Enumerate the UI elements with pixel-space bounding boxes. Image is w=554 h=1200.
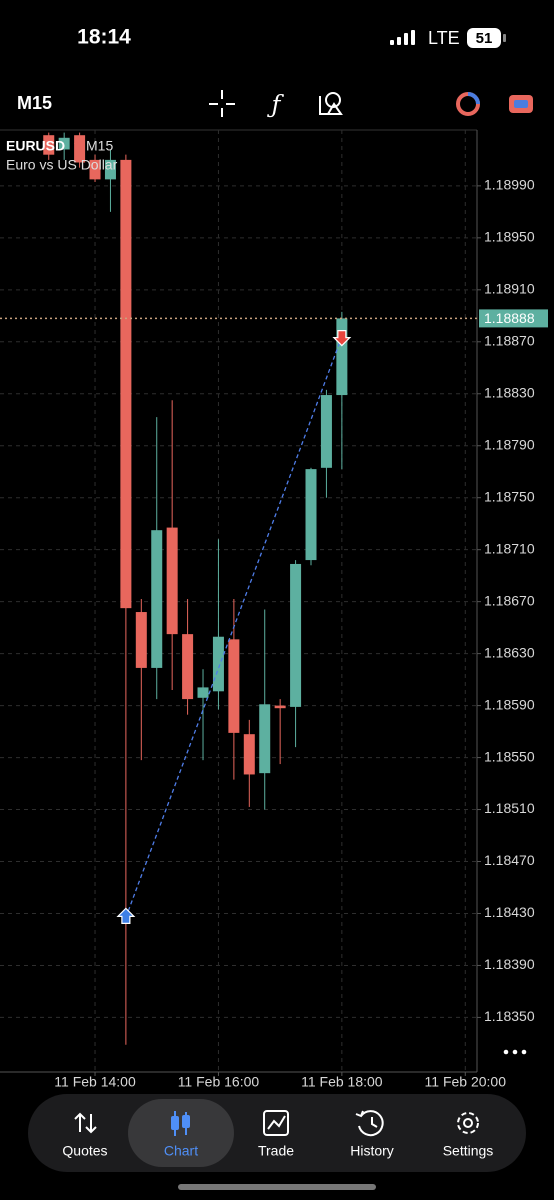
y-tick-label: 1.18870: [484, 332, 535, 348]
symbol-description: Euro vs US Dollar: [6, 157, 118, 173]
symbol-label: EURUSD: [6, 138, 65, 154]
candle-body: [212, 636, 224, 692]
candle-body: [166, 527, 178, 635]
candle-body: [336, 318, 348, 396]
x-tick-label: 11 Feb 16:00: [178, 1074, 260, 1090]
candle-body: [274, 705, 286, 709]
plot: [0, 130, 477, 1072]
y-tick-label: 1.18750: [484, 488, 535, 504]
trade-nav-icon[interactable]: [263, 1110, 289, 1136]
home-indicator: [178, 1184, 376, 1190]
buy-marker: [116, 907, 136, 924]
candle-body: [228, 639, 240, 733]
nav-label[interactable]: Trade: [258, 1143, 294, 1159]
candle-body: [290, 563, 302, 707]
history-icon[interactable]: [355, 1110, 384, 1137]
trade-line: [125, 336, 343, 918]
current-price-label: 1.18888: [484, 310, 535, 326]
battery-tip: [503, 34, 506, 42]
nav-label[interactable]: Settings: [443, 1143, 494, 1159]
candle-body: [135, 612, 147, 668]
candle-body: [89, 159, 101, 180]
y-tick-label: 1.18550: [484, 748, 535, 764]
nav-label[interactable]: Quotes: [62, 1143, 107, 1159]
candle-body: [243, 734, 255, 775]
y-tick-label: 1.18790: [484, 436, 535, 452]
x-tick-label: 11 Feb 14:00: [54, 1074, 136, 1090]
trade-icon[interactable]: [509, 95, 533, 113]
candle-body: [305, 469, 317, 561]
x-tick-label: 11 Feb 20:00: [425, 1074, 507, 1090]
nav-active-bg: [128, 1099, 234, 1167]
candle-body: [120, 159, 132, 609]
battery-level: 51: [476, 30, 493, 47]
y-tick-label: 1.18630: [484, 644, 535, 660]
y-tick-label: 1.18390: [484, 956, 535, 972]
candle-body: [259, 704, 271, 774]
objects-icon[interactable]: [319, 92, 343, 115]
y-tick-label: 1.18430: [484, 904, 535, 920]
indicators-icon[interactable]: ƒ: [267, 91, 285, 119]
y-tick-label: 1.18910: [484, 281, 535, 297]
network-label: LTE: [428, 28, 460, 48]
candle-body: [151, 530, 163, 668]
crosshair-icon[interactable]: [209, 90, 235, 117]
nav-bar: [28, 1094, 526, 1172]
signal-icon: [390, 30, 415, 45]
nav-label[interactable]: History: [350, 1143, 394, 1159]
status-time: 18:14: [77, 26, 131, 49]
y-tick-label: 1.18670: [484, 592, 535, 608]
y-tick-label: 1.18830: [484, 384, 535, 400]
sell-marker: [332, 329, 352, 347]
x-tick-label: 11 Feb 18:00: [301, 1074, 383, 1090]
settings-icon[interactable]: [457, 1112, 479, 1134]
candle-body: [74, 135, 86, 163]
candle-body: [320, 395, 332, 468]
y-tick-label: 1.18990: [484, 177, 535, 193]
battery: [467, 28, 501, 48]
timeframe-button[interactable]: M15: [17, 93, 52, 113]
symbol-dropdown[interactable]: [74, 143, 80, 149]
y-tick-label: 1.18470: [484, 852, 535, 868]
account-icon[interactable]: [456, 92, 480, 116]
nav-label[interactable]: Chart: [164, 1143, 198, 1159]
candle-body: [43, 135, 55, 155]
quotes-icon[interactable]: [74, 1112, 97, 1134]
candle-body: [182, 634, 194, 700]
y-tick-label: 1.18950: [484, 229, 535, 245]
y-tick-label: 1.18510: [484, 800, 535, 816]
y-tick-label: 1.18350: [484, 1008, 535, 1024]
candle-body: [197, 687, 209, 698]
y-tick-label: 1.18710: [484, 540, 535, 556]
candle-body: [104, 159, 116, 180]
axes: 1.18350 1.18390 1.18430 1.18470 1.18510 1.185…: [54, 177, 548, 1090]
current-price-box: [479, 309, 548, 328]
y-tick-label: 1.18590: [484, 696, 535, 712]
symbol-timeframe: M15: [86, 138, 113, 154]
chart-icon[interactable]: [171, 1111, 190, 1136]
more-menu[interactable]: [503, 1049, 527, 1055]
candle-body: [58, 137, 70, 150]
